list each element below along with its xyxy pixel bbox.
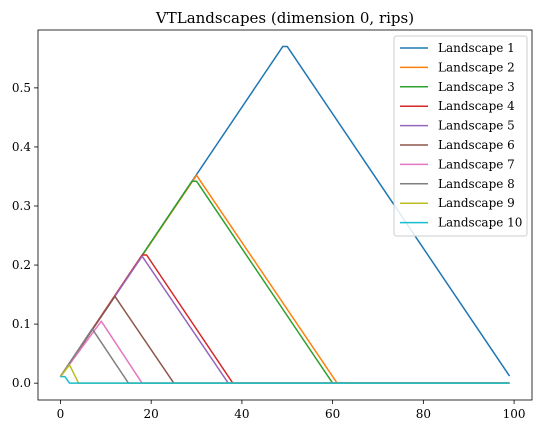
y-tick-label: 0.3 xyxy=(12,199,31,213)
x-axis: 0 20 40 60 80 100 xyxy=(57,400,526,421)
x-tick-label: 100 xyxy=(503,407,526,421)
series-line-10 xyxy=(60,375,510,384)
y-tick-label: 0.0 xyxy=(12,376,31,390)
legend-label: Landscape 6 xyxy=(438,138,515,152)
chart-title: VTLandscapes (dimension 0, rips) xyxy=(155,9,414,27)
legend-label: Landscape 2 xyxy=(438,60,515,74)
y-tick-label: 0.5 xyxy=(12,81,31,95)
y-tick-label: 0.2 xyxy=(12,258,31,272)
plot-frame xyxy=(37,29,533,401)
y-tick-label: 0.4 xyxy=(12,140,31,154)
legend-label: Landscape 5 xyxy=(438,119,515,133)
series-line-6 xyxy=(59,295,510,384)
series-line-7 xyxy=(59,320,510,384)
legend-box xyxy=(393,35,528,237)
legend: Landscape 1 Landscape 2 Landscape 3 Landsca… xyxy=(393,35,528,237)
x-tick-label: 60 xyxy=(325,407,340,421)
legend-label: Landscape 7 xyxy=(438,157,515,171)
plot-lines xyxy=(59,45,511,384)
legend-label: Landscape 3 xyxy=(438,80,515,94)
legend-label: Landscape 8 xyxy=(438,177,515,191)
series-line-9 xyxy=(59,364,510,384)
legend-label: Landscape 10 xyxy=(438,216,522,230)
y-tick-label: 0.1 xyxy=(12,317,31,331)
x-tick-label: 20 xyxy=(144,407,159,421)
y-axis: 0.0 0.1 0.2 0.3 0.4 0.5 xyxy=(12,81,38,390)
legend-label: Landscape 1 xyxy=(438,41,515,55)
x-tick-label: 0 xyxy=(57,407,65,421)
series-line-4 xyxy=(59,254,510,384)
legend-label: Landscape 4 xyxy=(438,99,515,113)
x-tick-label: 80 xyxy=(416,407,431,421)
legend-label: Landscape 9 xyxy=(438,196,515,210)
series-line-8 xyxy=(59,328,510,384)
x-tick-label: 40 xyxy=(234,407,249,421)
